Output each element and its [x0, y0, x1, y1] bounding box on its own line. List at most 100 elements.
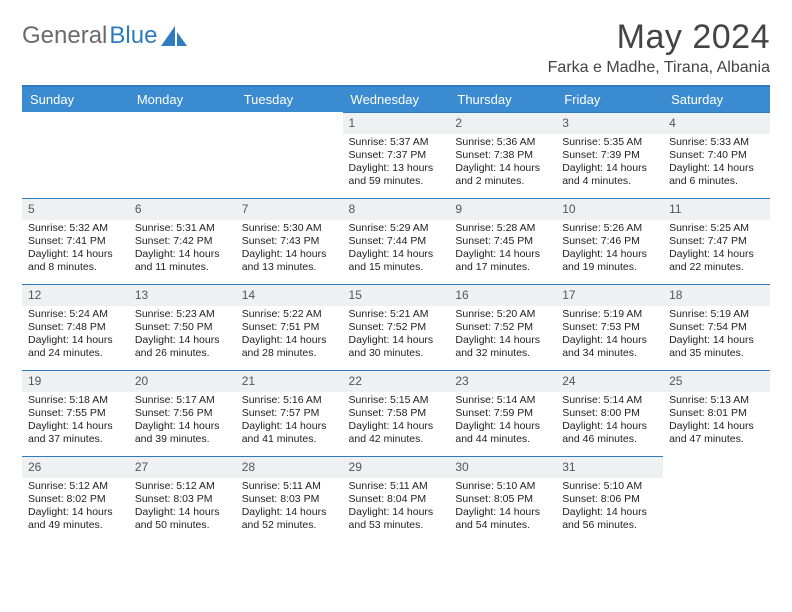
sunset-text: Sunset: 8:03 PM	[135, 493, 230, 506]
calendar-cell: 20Sunrise: 5:17 AMSunset: 7:56 PMDayligh…	[129, 370, 236, 456]
day-body: Sunrise: 5:10 AMSunset: 8:05 PMDaylight:…	[449, 478, 556, 537]
day-number: 7	[236, 198, 343, 220]
day-body: Sunrise: 5:17 AMSunset: 7:56 PMDaylight:…	[129, 392, 236, 451]
sail-icon	[161, 26, 187, 46]
sunset-text: Sunset: 7:58 PM	[349, 407, 444, 420]
brand-part2: Blue	[109, 22, 157, 50]
day-number: 21	[236, 370, 343, 392]
day-body: Sunrise: 5:15 AMSunset: 7:58 PMDaylight:…	[343, 392, 450, 451]
calendar-cell: 21Sunrise: 5:16 AMSunset: 7:57 PMDayligh…	[236, 370, 343, 456]
sunrise-text: Sunrise: 5:25 AM	[669, 222, 764, 235]
calendar-cell: 10Sunrise: 5:26 AMSunset: 7:46 PMDayligh…	[556, 198, 663, 284]
sunset-text: Sunset: 7:52 PM	[349, 321, 444, 334]
sunset-text: Sunset: 8:06 PM	[562, 493, 657, 506]
day-number: 23	[449, 370, 556, 392]
calendar-table: Sunday Monday Tuesday Wednesday Thursday…	[22, 85, 770, 542]
day-body: Sunrise: 5:20 AMSunset: 7:52 PMDaylight:…	[449, 306, 556, 365]
daylight-text: Daylight: 14 hours and 13 minutes.	[242, 248, 337, 274]
calendar-cell	[236, 112, 343, 198]
sunrise-text: Sunrise: 5:21 AM	[349, 308, 444, 321]
sunset-text: Sunset: 8:00 PM	[562, 407, 657, 420]
sunset-text: Sunset: 7:42 PM	[135, 235, 230, 248]
sunrise-text: Sunrise: 5:15 AM	[349, 394, 444, 407]
day-body: Sunrise: 5:13 AMSunset: 8:01 PMDaylight:…	[663, 392, 770, 451]
day-number: 26	[22, 456, 129, 478]
sunrise-text: Sunrise: 5:11 AM	[349, 480, 444, 493]
daylight-text: Daylight: 14 hours and 22 minutes.	[669, 248, 764, 274]
calendar-cell: 14Sunrise: 5:22 AMSunset: 7:51 PMDayligh…	[236, 284, 343, 370]
day-number: 31	[556, 456, 663, 478]
daylight-text: Daylight: 14 hours and 4 minutes.	[562, 162, 657, 188]
sunset-text: Sunset: 7:46 PM	[562, 235, 657, 248]
daylight-text: Daylight: 14 hours and 37 minutes.	[28, 420, 123, 446]
day-body: Sunrise: 5:25 AMSunset: 7:47 PMDaylight:…	[663, 220, 770, 279]
day-number: 10	[556, 198, 663, 220]
calendar-cell: 15Sunrise: 5:21 AMSunset: 7:52 PMDayligh…	[343, 284, 450, 370]
sunrise-text: Sunrise: 5:37 AM	[349, 136, 444, 149]
day-body: Sunrise: 5:19 AMSunset: 7:54 PMDaylight:…	[663, 306, 770, 365]
daylight-text: Daylight: 14 hours and 19 minutes.	[562, 248, 657, 274]
calendar-cell: 18Sunrise: 5:19 AMSunset: 7:54 PMDayligh…	[663, 284, 770, 370]
daylight-text: Daylight: 14 hours and 11 minutes.	[135, 248, 230, 274]
calendar-cell: 27Sunrise: 5:12 AMSunset: 8:03 PMDayligh…	[129, 456, 236, 542]
sunrise-text: Sunrise: 5:13 AM	[669, 394, 764, 407]
month-title: May 2024	[548, 18, 770, 57]
daylight-text: Daylight: 14 hours and 46 minutes.	[562, 420, 657, 446]
location-text: Farka e Madhe, Tirana, Albania	[548, 59, 770, 77]
calendar-cell: 16Sunrise: 5:20 AMSunset: 7:52 PMDayligh…	[449, 284, 556, 370]
weekday-header-row: Sunday Monday Tuesday Wednesday Thursday…	[22, 86, 770, 112]
calendar-cell: 1Sunrise: 5:37 AMSunset: 7:37 PMDaylight…	[343, 112, 450, 198]
sunrise-text: Sunrise: 5:12 AM	[28, 480, 123, 493]
day-number: 17	[556, 284, 663, 306]
sunset-text: Sunset: 7:39 PM	[562, 149, 657, 162]
day-body: Sunrise: 5:33 AMSunset: 7:40 PMDaylight:…	[663, 134, 770, 193]
sunrise-text: Sunrise: 5:10 AM	[562, 480, 657, 493]
sunset-text: Sunset: 7:56 PM	[135, 407, 230, 420]
sunrise-text: Sunrise: 5:28 AM	[455, 222, 550, 235]
day-body: Sunrise: 5:23 AMSunset: 7:50 PMDaylight:…	[129, 306, 236, 365]
day-number: 19	[22, 370, 129, 392]
day-body: Sunrise: 5:31 AMSunset: 7:42 PMDaylight:…	[129, 220, 236, 279]
calendar-row: 19Sunrise: 5:18 AMSunset: 7:55 PMDayligh…	[22, 370, 770, 456]
daylight-text: Daylight: 14 hours and 53 minutes.	[349, 506, 444, 532]
day-body: Sunrise: 5:11 AMSunset: 8:04 PMDaylight:…	[343, 478, 450, 537]
daylight-text: Daylight: 14 hours and 8 minutes.	[28, 248, 123, 274]
day-number: 30	[449, 456, 556, 478]
daylight-text: Daylight: 14 hours and 17 minutes.	[455, 248, 550, 274]
sunset-text: Sunset: 7:54 PM	[669, 321, 764, 334]
sunset-text: Sunset: 7:55 PM	[28, 407, 123, 420]
weekday-header: Friday	[556, 86, 663, 112]
sunrise-text: Sunrise: 5:16 AM	[242, 394, 337, 407]
sunset-text: Sunset: 7:45 PM	[455, 235, 550, 248]
day-body: Sunrise: 5:10 AMSunset: 8:06 PMDaylight:…	[556, 478, 663, 537]
daylight-text: Daylight: 14 hours and 15 minutes.	[349, 248, 444, 274]
sunrise-text: Sunrise: 5:29 AM	[349, 222, 444, 235]
calendar-row: 5Sunrise: 5:32 AMSunset: 7:41 PMDaylight…	[22, 198, 770, 284]
day-number: 8	[343, 198, 450, 220]
daylight-text: Daylight: 13 hours and 59 minutes.	[349, 162, 444, 188]
daylight-text: Daylight: 14 hours and 49 minutes.	[28, 506, 123, 532]
day-body: Sunrise: 5:21 AMSunset: 7:52 PMDaylight:…	[343, 306, 450, 365]
page-header: GeneralBlue May 2024 Farka e Madhe, Tira…	[22, 18, 770, 77]
sunset-text: Sunset: 8:01 PM	[669, 407, 764, 420]
day-number: 3	[556, 112, 663, 134]
daylight-text: Daylight: 14 hours and 24 minutes.	[28, 334, 123, 360]
calendar-cell: 11Sunrise: 5:25 AMSunset: 7:47 PMDayligh…	[663, 198, 770, 284]
sunrise-text: Sunrise: 5:32 AM	[28, 222, 123, 235]
brand-part1: General	[22, 22, 107, 50]
sunset-text: Sunset: 8:05 PM	[455, 493, 550, 506]
sunrise-text: Sunrise: 5:12 AM	[135, 480, 230, 493]
sunrise-text: Sunrise: 5:24 AM	[28, 308, 123, 321]
calendar-cell: 22Sunrise: 5:15 AMSunset: 7:58 PMDayligh…	[343, 370, 450, 456]
calendar-cell: 17Sunrise: 5:19 AMSunset: 7:53 PMDayligh…	[556, 284, 663, 370]
calendar-cell: 31Sunrise: 5:10 AMSunset: 8:06 PMDayligh…	[556, 456, 663, 542]
day-body: Sunrise: 5:28 AMSunset: 7:45 PMDaylight:…	[449, 220, 556, 279]
calendar-cell: 19Sunrise: 5:18 AMSunset: 7:55 PMDayligh…	[22, 370, 129, 456]
day-body: Sunrise: 5:37 AMSunset: 7:37 PMDaylight:…	[343, 134, 450, 193]
sunset-text: Sunset: 7:41 PM	[28, 235, 123, 248]
daylight-text: Daylight: 14 hours and 35 minutes.	[669, 334, 764, 360]
day-number: 4	[663, 112, 770, 134]
day-body: Sunrise: 5:14 AMSunset: 7:59 PMDaylight:…	[449, 392, 556, 451]
day-number: 27	[129, 456, 236, 478]
daylight-text: Daylight: 14 hours and 26 minutes.	[135, 334, 230, 360]
